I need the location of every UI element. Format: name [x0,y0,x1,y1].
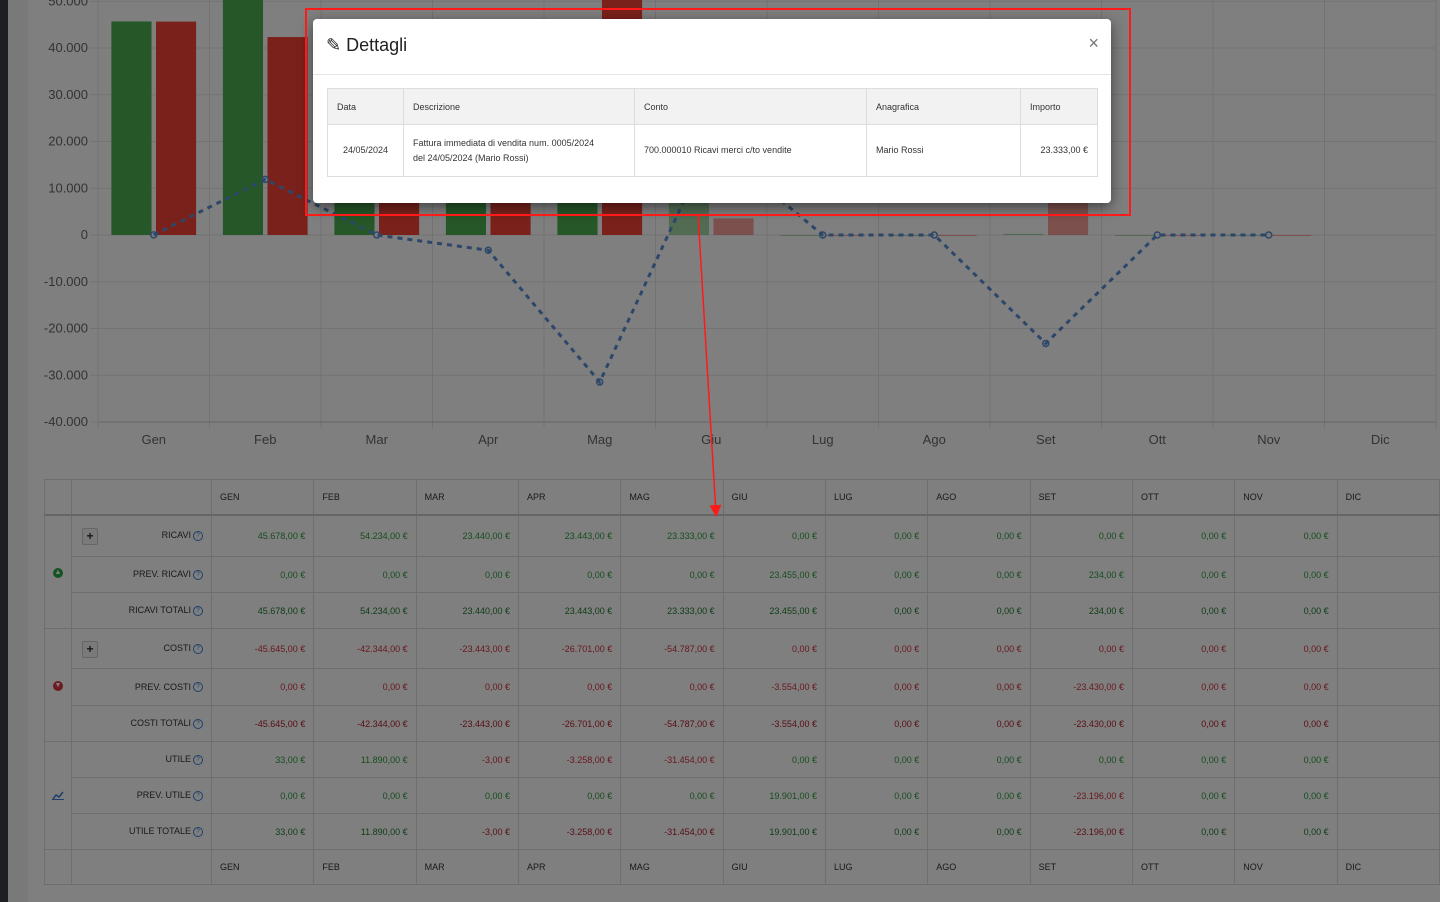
cell-importo: 23.333,00 € [1020,124,1098,177]
pencil-icon: ✎ [326,35,342,55]
close-button[interactable]: × [1088,33,1099,53]
col-conto: Conto [634,88,867,125]
col-anagrafica: Anagrafica [866,88,1021,125]
details-header-row: Data Descrizione Conto Anagrafica Import… [327,88,1098,125]
cell-data: 24/05/2024 [327,124,404,177]
modal-header: ✎ Dettagli × [313,19,1111,75]
col-descrizione: Descrizione [403,88,635,125]
details-modal: ✎ Dettagli × Data Descrizione Conto Anag… [313,19,1111,203]
annotation-highlight-box [305,8,1131,216]
modal-title: ✎ Dettagli [326,35,408,55]
details-row: 24/05/2024 Fattura immediata di vendita … [327,124,1098,177]
cell-conto: 700.000010 Ricavi merci c/to vendite [634,124,867,177]
cell-anagrafica: Mario Rossi [866,124,1021,177]
cell-descrizione: Fattura immediata di vendita num. 0005/2… [403,124,635,177]
details-table: Data Descrizione Conto Anagrafica Import… [327,88,1098,177]
